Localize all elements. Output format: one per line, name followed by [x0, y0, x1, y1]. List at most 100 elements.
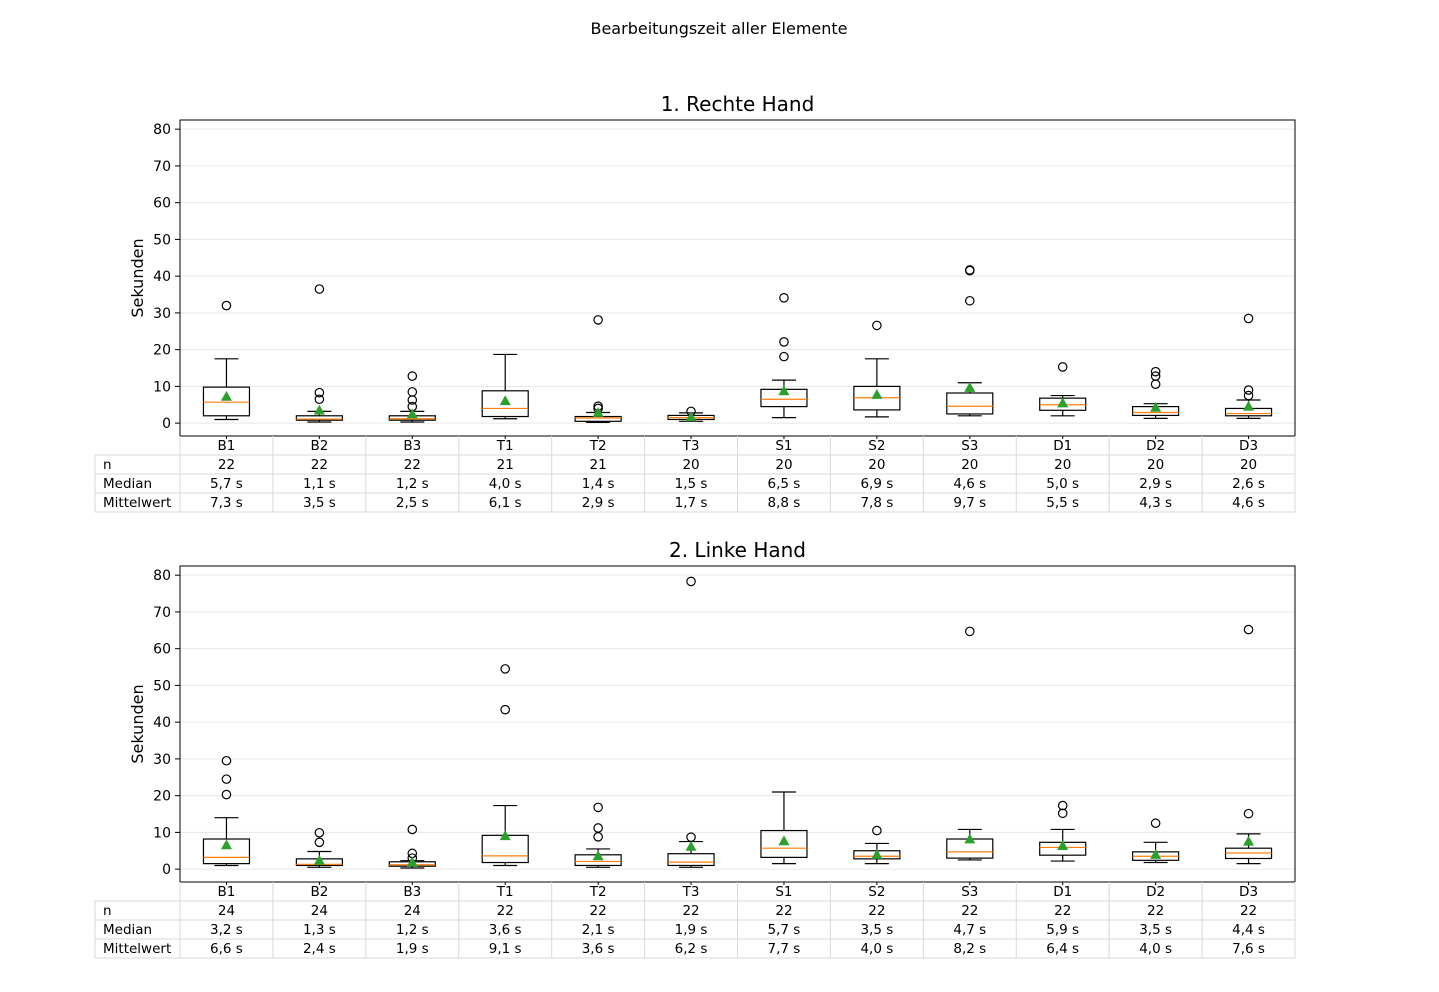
y-tick-label: 80	[153, 122, 171, 138]
mean-marker	[499, 395, 511, 406]
table-cell: 3,2 s	[210, 922, 243, 938]
category-label: D3	[1239, 884, 1258, 900]
table-cell: 4,0 s	[489, 476, 522, 492]
box-iqr	[481, 390, 529, 418]
table-cell: 6,5 s	[768, 476, 801, 492]
category-label: D1	[1053, 884, 1072, 900]
box-S3: S3	[946, 265, 994, 454]
category-label: D2	[1146, 884, 1165, 900]
mean-marker	[1057, 397, 1069, 408]
y-tick-label: 50	[153, 678, 171, 694]
outlier-point	[314, 827, 325, 838]
category-label: D3	[1239, 438, 1258, 454]
box-S2: S2	[853, 320, 901, 454]
box-D2: D2	[1132, 818, 1180, 900]
y-tick-label: 30	[153, 306, 171, 322]
table-cell: 22	[497, 903, 514, 919]
table-row-label: Median	[103, 922, 152, 938]
outlier-point	[1150, 379, 1161, 389]
table-cell: 22	[590, 903, 607, 919]
mean-marker	[778, 385, 790, 396]
plot-frame	[179, 565, 1296, 883]
outlier-point	[964, 626, 975, 637]
table-cell: 22	[404, 457, 421, 473]
mean-marker	[406, 856, 418, 867]
table-cell: 4,0 s	[860, 941, 893, 957]
box-D1: D1	[1039, 362, 1087, 454]
outlier-point	[221, 774, 232, 784]
table-cell: 3,5 s	[1139, 922, 1172, 938]
table-cell: 5,5 s	[1046, 495, 1079, 511]
table-cell: 22	[775, 903, 792, 919]
table-cell: 2,9 s	[582, 495, 615, 511]
mean-marker	[313, 854, 325, 865]
outlier-point	[593, 315, 603, 325]
mean-marker	[964, 833, 976, 844]
y-tick-label: 70	[153, 159, 171, 175]
outlier-point	[1243, 313, 1254, 324]
outlier-point	[1243, 385, 1254, 395]
outlier-point	[686, 832, 696, 842]
category-label: B1	[218, 438, 236, 454]
y-tick-label: 50	[153, 232, 171, 248]
table-cell: 22	[1240, 903, 1257, 919]
outlier-point	[407, 824, 418, 835]
table-cell: 9,1 s	[489, 941, 522, 957]
table-cell: 2,9 s	[1139, 476, 1172, 492]
mean-marker	[220, 839, 232, 850]
table-cell: 4,3 s	[1139, 495, 1172, 511]
mean-marker	[499, 830, 511, 841]
table-cell: 4,6 s	[1232, 495, 1265, 511]
table-cell: 4,4 s	[1232, 922, 1265, 938]
box-B1: B1	[202, 300, 251, 454]
outlier-point	[964, 295, 975, 306]
category-label: S3	[961, 884, 978, 900]
table-cell: 6,1 s	[489, 495, 522, 511]
table-cell: 4,7 s	[953, 922, 986, 938]
outlier-point	[1150, 371, 1161, 381]
category-label: T2	[589, 884, 607, 900]
mean-marker	[592, 406, 604, 417]
table-row-label: Mittelwert	[103, 495, 171, 511]
y-tick-label: 0	[162, 862, 171, 878]
stats-table: n Median Mittelwert 22 22 22 21 21 20 20 20 20 20 20 2…	[94, 436, 1296, 513]
mean-marker	[1150, 401, 1162, 412]
mean-marker	[220, 390, 232, 401]
outlier-point	[1057, 800, 1068, 811]
table-cell: 22	[218, 457, 235, 473]
table-cell: 20	[868, 457, 885, 473]
table-cell: 6,4 s	[1046, 941, 1079, 957]
table-cell: 24	[404, 903, 421, 919]
stats-table: n Median Mittelwert 24 24 24 22 22 22 22 22 22 22 22 2…	[94, 882, 1296, 959]
category-label: D1	[1053, 438, 1072, 454]
table-cell: 21	[497, 457, 514, 473]
category-label: B2	[310, 884, 328, 900]
table-cell: 4,6 s	[953, 476, 986, 492]
box-iqr	[202, 838, 251, 865]
box-iqr	[295, 415, 343, 421]
table-cell: 4,0 s	[1139, 941, 1172, 957]
box-T2: T2	[574, 315, 622, 454]
figure-title: Bearbeitungszeit aller Elemente	[590, 19, 847, 38]
y-tick-label: 10	[153, 379, 171, 395]
category-label: B1	[218, 884, 236, 900]
outlier-point	[1057, 808, 1068, 819]
box-D2: D2	[1132, 366, 1180, 454]
y-tick-label: 0	[162, 416, 171, 432]
mean-marker	[1243, 835, 1255, 846]
table-row-label: Mittelwert	[103, 941, 171, 957]
box-iqr	[202, 386, 251, 417]
category-label: T1	[496, 884, 514, 900]
outlier-point	[872, 825, 882, 836]
mean-marker	[313, 404, 325, 415]
y-axis-label: Sekunden	[128, 238, 147, 317]
y-tick-label: 40	[153, 269, 171, 285]
table-cell: 7,7 s	[768, 941, 801, 957]
y-tick-label: 60	[153, 642, 171, 658]
category-label: S1	[775, 884, 792, 900]
plot-frame	[179, 119, 1296, 437]
outlier-point	[779, 337, 789, 347]
table-cell: 2,6 s	[1232, 476, 1265, 492]
box-D3: D3	[1224, 313, 1273, 454]
